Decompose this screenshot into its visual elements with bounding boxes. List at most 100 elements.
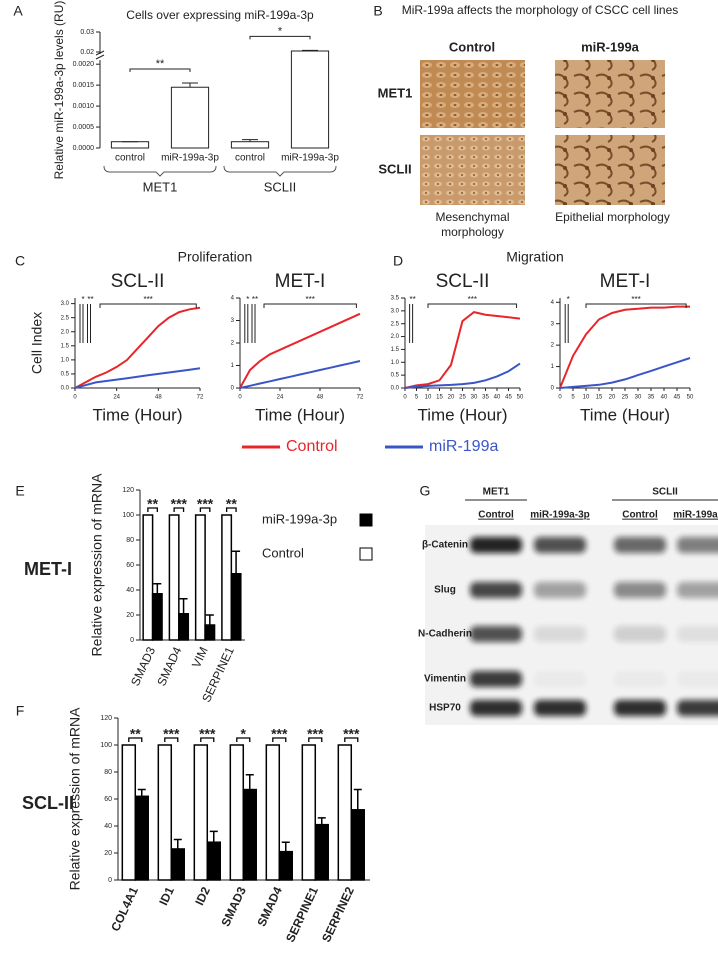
x-tick-label: 5 [571,395,575,401]
y-tick-label: 0 [108,877,112,884]
x-axis-label: Time (Hour) [255,405,345,424]
blot-row-label: HSP70 [429,703,461,714]
y-tick-label: 60 [104,796,112,803]
x-tick-label: 0 [403,395,407,401]
panel-label: B [373,3,382,19]
x-tick-label: 20 [609,395,616,401]
legend-swatch [359,513,373,527]
data-line [404,362,521,389]
y-tick-label: 0.0010 [73,103,95,110]
data-line [239,312,361,389]
y-tick-label: 0.03 [80,29,94,36]
blot-lane: miR-199a-3p [530,510,589,521]
blot-band [677,700,718,716]
significance: *** [307,726,324,742]
column-label: miR-199a [581,39,640,54]
bar [278,850,293,881]
y-tick-label: 1.0 [61,357,70,363]
bar [151,593,163,641]
x-axis-label: Time (Hour) [580,405,670,424]
y-tick-label: 2.5 [391,321,400,327]
significance-bracket [564,304,569,343]
bar [204,624,216,641]
x-tick-label: SMAD4 [254,884,285,928]
panel-label: F [16,703,25,719]
x-tick-label: ID2 [192,884,213,907]
x-tick-label: 72 [357,395,364,401]
blot-band [470,626,522,642]
significance-bracket [129,68,191,73]
chart-title: Cells over expressing miR-199a-3p [126,8,314,22]
blot-background [425,525,718,725]
y-tick-label: 3 [551,321,555,327]
x-tick-label: 72 [197,395,204,401]
data-line [239,360,361,389]
significance: * [278,25,283,37]
blot-band [534,626,586,642]
row-label: SCLII [378,161,411,176]
x-tick-label: 30 [635,395,642,401]
y-tick-label: 0.0015 [73,82,95,89]
y-axis-label: Relative expression of mRNA [67,707,83,891]
group-title: Proliferation [178,249,253,265]
significance: * [246,295,249,304]
y-tick-label: 1.0 [391,360,400,366]
bar [229,744,245,881]
x-tick-label: 10 [583,395,590,401]
significance: * [81,295,84,304]
significance: ** [87,295,93,304]
error-bar [281,841,290,852]
x-tick-label: 35 [482,395,489,401]
x-tick-label: SERPINE1 [283,884,321,944]
error-bar [205,614,214,625]
significance-bracket [251,304,256,343]
side-label: SCL-II [22,793,74,813]
x-tick-label: SERPINE2 [319,884,357,944]
blot-band [677,537,718,553]
x-tick-label: control [115,153,145,164]
significance-bracket [409,304,414,343]
significance: * [241,726,247,742]
bar [134,795,149,881]
morphology-caption: Mesenchymal morphology [435,210,510,239]
significance-bracket [147,507,158,512]
x-tick-label: 45 [505,395,512,401]
axis-line [95,50,105,56]
significance-bracket [200,737,215,742]
x-tick-label: 0 [238,395,242,401]
y-tick-label: 0.02 [80,49,94,56]
bar [314,823,329,881]
blot-lane: Control [478,510,514,521]
x-tick-label: COL4A1 [108,884,141,933]
x-axis-label: Time (Hour) [92,405,182,424]
significance: *** [163,726,180,742]
data-line [559,357,691,389]
error-bar [317,817,326,825]
significance-bracket [236,737,251,742]
y-axis-label: Relative expression of mRNA [89,473,105,657]
blot-group: SCLII [652,487,678,498]
blot-band [534,700,586,716]
bar [142,514,154,641]
significance: *** [306,295,315,304]
y-tick-label: 60 [126,562,134,569]
x-tick-label: 40 [661,395,668,401]
y-axis-label: Cell Index [29,312,45,374]
error-bar [242,139,258,142]
significance: ** [226,496,237,512]
morphology-title: MiR-199a affects the morphology of CSCC … [401,3,679,17]
error-bar [153,583,162,594]
y-tick-label: 40 [104,823,112,830]
y-tick-label: 0.5 [61,372,70,378]
chart-title: SCL-II [436,271,490,292]
chart-title: MET-I [600,271,651,292]
blot-band [534,671,586,687]
blot-row-label: Vimentin [424,674,466,685]
blot-band [534,537,586,553]
x-tick-label: 15 [596,395,603,401]
bar [230,573,242,641]
y-tick-label: 2 [551,343,555,349]
y-tick-label: 2.5 [61,315,70,321]
